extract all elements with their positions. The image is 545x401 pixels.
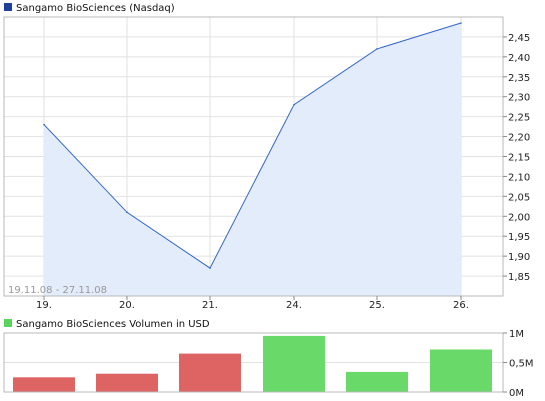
price-xtick-label: 20. [119, 300, 135, 311]
price-point-19 [43, 123, 45, 126]
price-xtick-label: 21. [202, 300, 218, 311]
price-ytick-label: 2,45 [508, 33, 530, 44]
volume-bar-25 [346, 371, 408, 392]
price-area-fill [44, 23, 461, 296]
price-xtick-label: 19. [36, 300, 52, 311]
price-xtick-label: 26. [453, 300, 469, 311]
volume-legend-swatch [4, 319, 12, 327]
volume-y-axis: 0M 0,5M 1M [503, 329, 534, 399]
price-ytick-label: 2,10 [508, 172, 530, 183]
volume-bar-26 [430, 349, 492, 392]
price-ytick-label: 2,20 [508, 133, 530, 144]
price-point-25 [376, 48, 378, 50]
price-ytick-label: 2,00 [508, 212, 530, 223]
volume-ytick-label: 0M [509, 388, 524, 399]
volume-ytick-label: 1M [509, 329, 524, 340]
price-x-axis: 19. 20. 21. 24. 25. 26. [36, 296, 469, 311]
volume-ytick-label: 0,5M [509, 359, 534, 370]
price-point-20 [126, 211, 128, 214]
price-y-axis: 1,85 1,90 1,95 2,00 2,05 2,10 2,15 2,20 2,25 2,30… [503, 33, 530, 283]
price-ytick-label: 1,90 [508, 252, 530, 263]
price-ytick-label: 2,35 [508, 73, 530, 84]
price-xtick-label: 24. [286, 300, 302, 311]
price-ytick-label: 1,85 [508, 272, 530, 283]
volume-gridlines [4, 332, 503, 393]
price-point-26 [460, 22, 462, 24]
volume-bar-21 [179, 353, 241, 392]
price-xtick-label: 25. [369, 300, 385, 311]
price-legend-label: Sangamo BioSciences (Nasdaq) [16, 3, 175, 14]
price-ytick-label: 2,15 [508, 153, 530, 164]
price-ytick-label: 1,95 [508, 232, 530, 243]
price-point-24 [293, 103, 295, 106]
price-series-line [43, 22, 462, 269]
volume-bars [13, 335, 492, 393]
price-data-points [43, 22, 462, 269]
price-ytick-label: 2,40 [508, 53, 530, 64]
price-ytick-label: 2,05 [508, 192, 530, 203]
date-range-label: 19.11.08 - 27.11.08 [8, 285, 107, 296]
volume-legend-label: Sangamo BioSciences Volumen in USD [16, 319, 210, 330]
price-ytick-label: 2,25 [508, 113, 530, 124]
price-point-21 [209, 267, 211, 269]
price-legend-swatch [4, 3, 12, 11]
price-ytick-label: 2,30 [508, 93, 530, 104]
volume-bar-19 [13, 377, 75, 393]
volume-bar-20 [96, 373, 158, 392]
volume-bar-24 [263, 335, 325, 392]
